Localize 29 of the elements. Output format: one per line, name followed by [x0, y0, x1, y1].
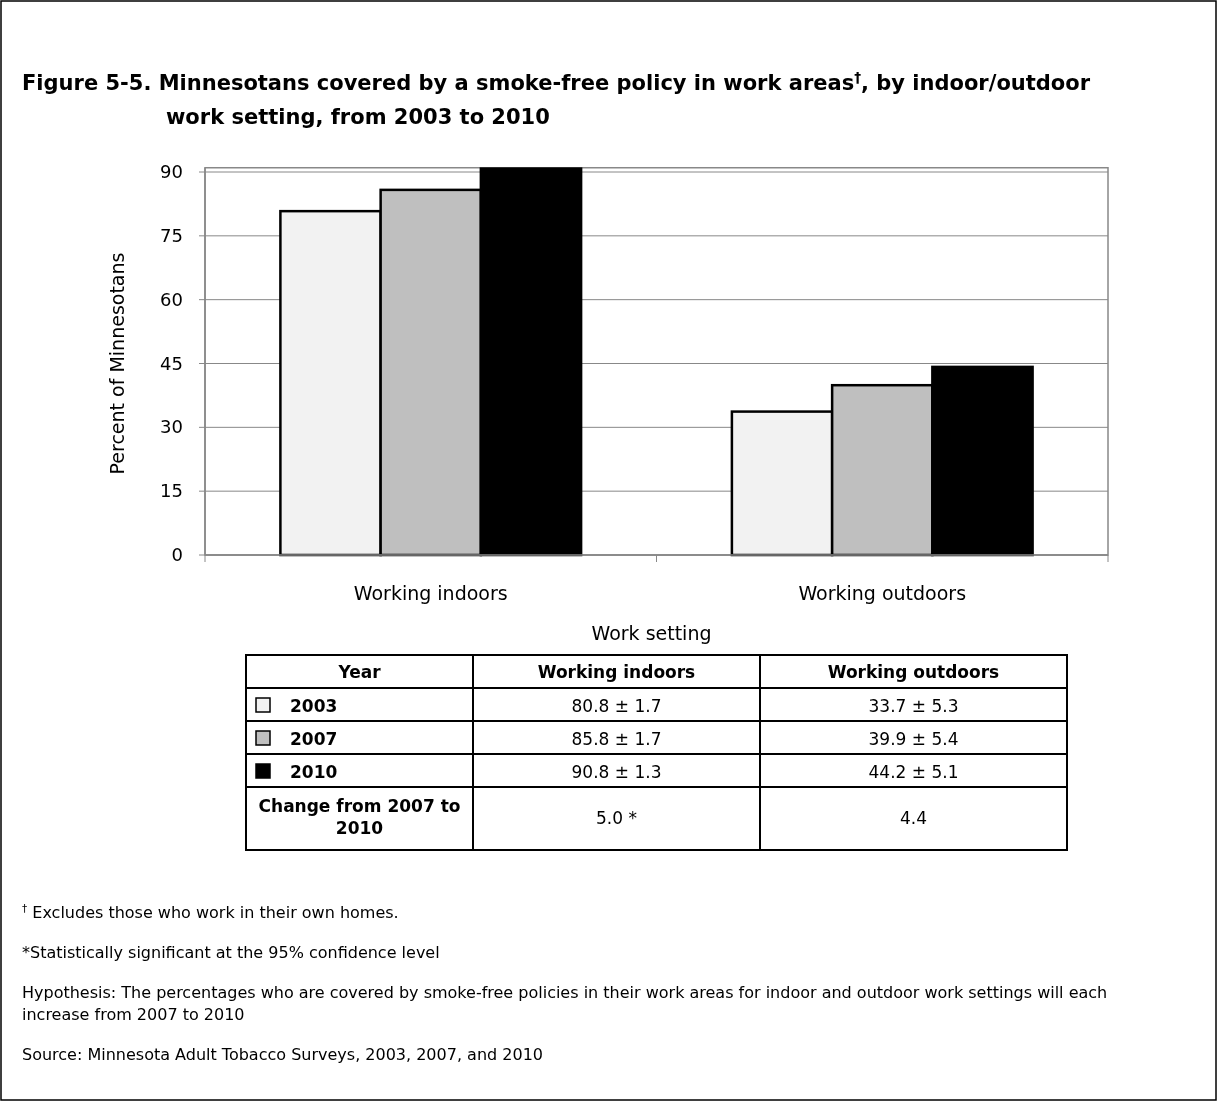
source-note: Source: Minnesota Adult Tobacco Surveys, 2003, 2007, and 2010	[22, 1045, 543, 1064]
data-label: 80.8 ± 1.7	[571, 696, 662, 716]
data-label: 33.7 ± 5.3	[868, 696, 959, 716]
category-label: Working outdoors	[827, 662, 1000, 682]
text: 4.4	[899, 808, 928, 828]
text: $^{†}$ Excludes those who work in their own homes.	[22, 902, 399, 922]
text: 5.0 *	[596, 808, 637, 828]
legend-label: 2010	[290, 762, 338, 782]
y-tick-label: 90	[160, 161, 183, 182]
y-tick-label: 30	[160, 416, 183, 438]
legend-label: 2003	[290, 696, 338, 716]
category-label: Working indoors	[537, 662, 696, 682]
data-label: 90.8 ± 1.3	[571, 762, 662, 782]
y-tick-label: 15	[160, 480, 183, 502]
legend-label: 2007	[290, 729, 338, 749]
text: Hypothesis: The percentages who are covered by smoke-free policies in their work areas for indoor and outdoor work settings will each increase from 2007 to 2010	[22, 983, 1108, 1024]
y-axis-title: Percent of Minnesotans	[106, 252, 128, 475]
data-label: 39.9 ± 5.4	[868, 729, 959, 749]
y-tick-label: 0	[171, 544, 183, 565]
legend-title: Year	[337, 662, 382, 682]
data-label: 85.8 ± 1.7	[571, 729, 662, 749]
y-tick-label: 45	[160, 352, 183, 374]
y-tick-label: 75	[160, 224, 183, 246]
x-axis-title: Work setting	[591, 622, 712, 644]
y-tick-label: 60	[160, 288, 183, 310]
data-label: 44.2 ± 5.1	[868, 762, 959, 782]
chart-title: Figure 5-5. Minnesotans covered by a smoke-free policy in work areas$^{†}$, by indoor/outdoor work setting, from 2003 to 2010	[22, 69, 1091, 129]
text: *Statistically significant at the 95% confidence level	[22, 943, 440, 962]
text: Change from 2007 to 2010	[258, 796, 461, 838]
